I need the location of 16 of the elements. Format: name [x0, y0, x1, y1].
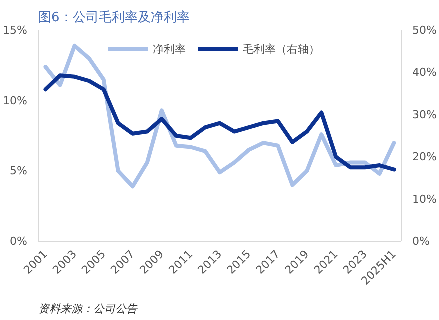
y2-tick-label: 0%: [412, 235, 430, 248]
y2-tick-label: 30%: [412, 108, 437, 122]
line-series: [44, 74, 396, 172]
y2-tick-label: 20%: [412, 150, 437, 164]
y-tick-label: 15%: [3, 24, 28, 37]
y2-tick-label: 10%: [412, 192, 437, 206]
y-tick-label: 10%: [3, 94, 28, 108]
legend-label: 净利率: [153, 42, 186, 56]
y2-tick-label: 40%: [412, 66, 437, 80]
text: 资料来源：公司公告: [38, 302, 138, 316]
legend-label: 毛利率（右轴）: [243, 42, 320, 56]
y-tick-label: 0%: [10, 235, 28, 248]
y2-tick-label: 50%: [412, 24, 437, 37]
chart-title: 图6：公司毛利率及净利率: [38, 10, 190, 26]
y-tick-label: 5%: [10, 164, 28, 178]
line-series: [44, 44, 396, 189]
